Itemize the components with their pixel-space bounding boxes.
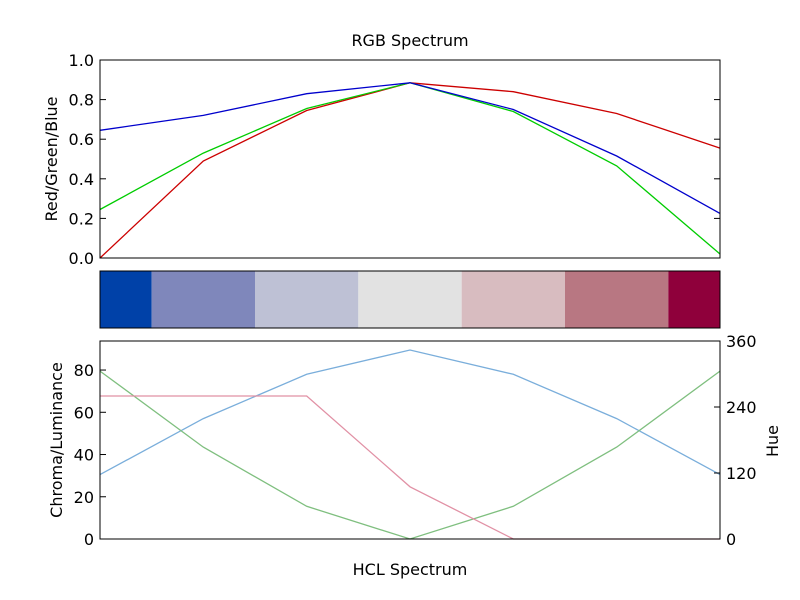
hcl-y-axis-label-right: Hue xyxy=(763,425,782,457)
rgb-y-tick-label: 0.6 xyxy=(69,130,94,149)
hcl-y-tick-label-left: 20 xyxy=(74,488,94,507)
hcl-y-tick-label-left: 40 xyxy=(74,446,94,465)
color-strip-cell xyxy=(255,271,359,328)
color-strip-frame xyxy=(99,270,721,329)
rgb-y-tick-label: 0.0 xyxy=(69,249,94,268)
hcl-y-axis-label-left: Chroma/Luminance xyxy=(47,362,66,518)
rgb-title: RGB Spectrum xyxy=(351,31,468,50)
color-strip-cell xyxy=(358,271,462,328)
hcl-y-tick-label-right: 120 xyxy=(726,464,757,483)
rgb-series-line-2 xyxy=(99,82,721,214)
hcl-x-axis-label: HCL Spectrum xyxy=(353,560,468,579)
hcl-panel: 0 20 40 60 80 0 120 240 360 Chroma/Luminance Hu… xyxy=(47,332,782,579)
rgb-y-tick-label: 0.4 xyxy=(69,170,94,189)
color-strip-cell xyxy=(151,271,255,328)
hcl-y-tick-label-left: 60 xyxy=(74,403,94,422)
hcl-plot-frame xyxy=(99,340,721,540)
color-strip-cell xyxy=(100,271,152,328)
rgb-plot-frame xyxy=(99,59,721,259)
hcl-y-tick-label-left: 80 xyxy=(74,361,94,380)
color-strip-panel xyxy=(99,270,721,329)
color-strip-cell xyxy=(668,271,720,328)
rgb-y-tick-label: 0.8 xyxy=(69,91,94,110)
hcl-y-tick-label-right: 0 xyxy=(726,530,736,549)
hcl-series-line-0 xyxy=(99,349,721,476)
color-strip-cell xyxy=(461,271,565,328)
hcl-y-tick-label-left: 0 xyxy=(84,530,94,549)
color-strip xyxy=(100,271,720,328)
color-strip-cell xyxy=(565,271,669,328)
rgb-y-tick-label: 0.2 xyxy=(69,209,94,228)
rgb-panel: RGB Spectrum 0.0 0.2 0.4 0.6 0.8 1.0 Red/Gree… xyxy=(42,31,721,268)
rgb-y-tick-label: 1.0 xyxy=(69,51,94,70)
hcl-y-ticks-left: 0 20 40 60 80 xyxy=(74,361,106,549)
rgb-lines xyxy=(99,82,721,259)
hcl-y-tick-label-right: 360 xyxy=(726,332,757,351)
rgb-y-axis-label: Red/Green/Blue xyxy=(42,96,61,221)
hcl-y-ticks-right: 0 120 240 360 xyxy=(714,332,757,549)
hcl-y-tick-label-right: 240 xyxy=(726,398,757,417)
rgb-y-ticks: 0.0 0.2 0.4 0.6 0.8 1.0 xyxy=(69,51,720,268)
